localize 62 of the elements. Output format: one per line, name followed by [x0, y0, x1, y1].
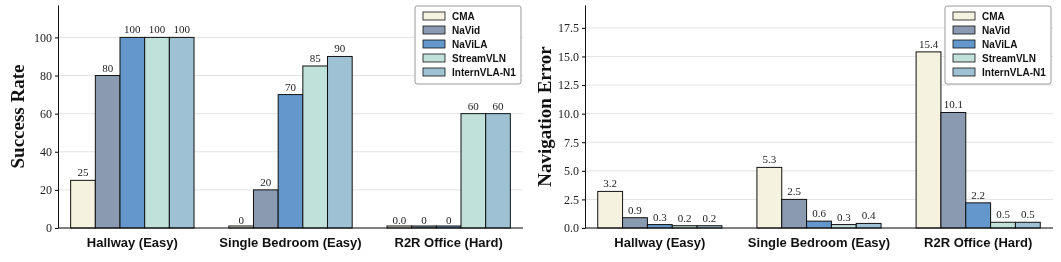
legend-label: InternVLA-N1 — [982, 67, 1047, 78]
data-label: 0.9 — [628, 203, 643, 216]
data-label: 0.2 — [702, 211, 717, 224]
legend-label: InternVLA-N1 — [452, 67, 517, 78]
y-tick-label: 5.0 — [564, 164, 579, 179]
data-label: 0.6 — [812, 207, 827, 220]
y-tick-label: 15.0 — [558, 49, 579, 64]
legend-label: StreamVLN — [982, 53, 1036, 64]
legend-label: CMA — [982, 11, 1005, 22]
data-label: 0 — [238, 214, 245, 226]
data-label: 100 — [173, 23, 191, 36]
data-label: 10.1 — [943, 98, 963, 111]
y-tick-label: 7.5 — [564, 135, 579, 150]
legend-label: NaVid — [452, 25, 481, 36]
x-tick-label: R2R Office (Hard) — [924, 234, 1033, 250]
data-label: 0.4 — [861, 209, 877, 222]
y-tick-label: 10.0 — [558, 106, 579, 121]
data-label: 3.2 — [603, 177, 618, 190]
y-tick-label: 100 — [34, 30, 52, 45]
x-tick-label: Hallway (Easy) — [614, 234, 706, 250]
data-label: 100 — [124, 23, 142, 36]
x-tick-label: Hallway (Easy) — [86, 234, 178, 250]
data-label: 2.5 — [787, 185, 802, 198]
x-tick-label: Single Bedroom (Easy) — [219, 234, 362, 250]
x-tick-label: R2R Office (Hard) — [394, 234, 503, 250]
y-tick-label: 60 — [40, 106, 52, 121]
data-label: 20 — [260, 175, 272, 188]
legend-label: NaViLA — [452, 39, 488, 50]
y-tick-label: 40 — [40, 145, 52, 160]
y-tick-label: 20 — [40, 183, 52, 198]
data-label: 2.2 — [971, 188, 986, 201]
legend-label: StreamVLN — [452, 53, 506, 64]
data-label: 0.3 — [652, 210, 668, 223]
data-label: 5.3 — [762, 153, 777, 166]
data-label: 90 — [334, 42, 346, 55]
y-tick-label: 0.0 — [564, 221, 579, 236]
legend-label: NaViLA — [982, 39, 1018, 50]
data-label: 60 — [467, 99, 480, 112]
y-tick-label: 2.5 — [564, 192, 579, 207]
data-label: 0 — [445, 214, 452, 226]
data-label: 25 — [77, 166, 89, 179]
legend-label: NaVid — [982, 25, 1011, 36]
y-tick-label: 17.5 — [558, 21, 579, 36]
legend-label: CMA — [452, 11, 475, 22]
y-tick-label: 0 — [46, 221, 52, 236]
data-label: 100 — [148, 23, 166, 36]
data-label: 80 — [102, 61, 114, 74]
y-tick-label: 12.5 — [558, 78, 579, 93]
data-label: 85 — [309, 51, 322, 64]
y-tick-label: 80 — [40, 68, 52, 83]
data-label: 70 — [285, 80, 297, 93]
data-label: 0.5 — [996, 208, 1011, 221]
data-label: 0.0 — [392, 214, 407, 226]
data-label: 60 — [492, 99, 505, 112]
data-label: 0 — [421, 214, 428, 226]
y-axis-title: Navigation Error — [534, 45, 555, 187]
data-label: 0.2 — [677, 211, 692, 224]
data-label: 0.5 — [1020, 208, 1036, 221]
y-axis-title: Success Rate — [7, 64, 28, 169]
data-label: 0.3 — [836, 210, 852, 223]
data-label: 15.4 — [918, 37, 939, 50]
x-tick-label: Single Bedroom (Easy) — [747, 234, 891, 250]
